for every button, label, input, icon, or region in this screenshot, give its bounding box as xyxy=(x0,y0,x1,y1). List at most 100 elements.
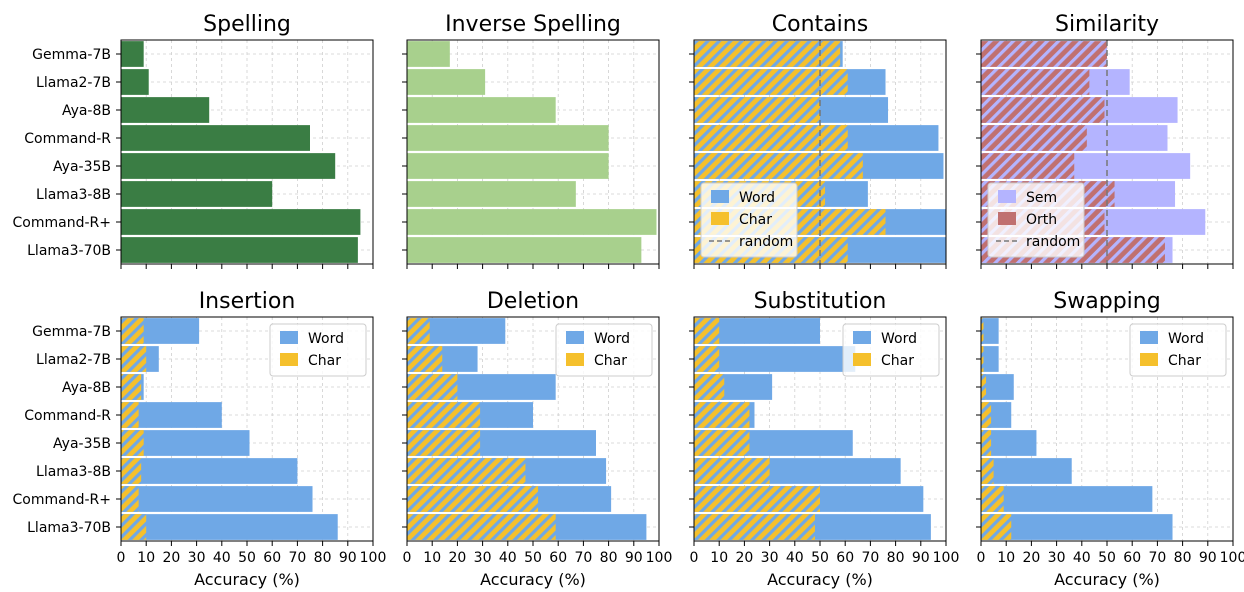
panel-insertion-ylabel-llama2-7b: Llama2-7B xyxy=(36,352,111,368)
panel-insertion-char-bar-command-r xyxy=(121,486,139,512)
panel-swapping-xtick-label-7: 70 xyxy=(1148,550,1166,566)
panel-insertion-xlabel: Accuracy (%) xyxy=(194,570,300,589)
panel-spelling-ylabel-llama2-7b: Llama2-7B xyxy=(36,75,111,91)
panel-deletion-xtick-label-2: 20 xyxy=(448,550,466,566)
panel-insertion-xtick-label-7: 70 xyxy=(288,550,306,566)
panel-deletion-char-bar-gemma-7b xyxy=(407,318,430,344)
panel-spelling-title: Spelling xyxy=(203,12,291,37)
panel-similarity-orth-bar-gemma-7b xyxy=(981,41,1107,67)
panel-contains-legend: Word Char random xyxy=(700,182,798,258)
panel-deletion-char-bar-llama2-7b xyxy=(407,346,443,372)
panel-substitution-char-bar-gemma-7b xyxy=(694,318,720,344)
panel-swapping-legend: Word Char xyxy=(1129,323,1227,377)
panel-spelling-ylabel-aya-8b: Aya-8B xyxy=(62,103,111,119)
panel-spelling-bar-gemma-7b xyxy=(121,41,144,67)
panel-deletion-xtick-label-4: 40 xyxy=(499,550,517,566)
panel-insertion-ylabel-llama3-8b: Llama3-8B xyxy=(36,464,111,480)
panel-substitution-xtick-label-9: 90 xyxy=(912,550,930,566)
panel-deletion-xtick-label-9: 90 xyxy=(625,550,643,566)
panel-deletion-title: Deletion xyxy=(487,289,579,314)
panel-insertion-xtick-label-6: 60 xyxy=(263,550,281,566)
panel-deletion-char-bar-llama3-70b xyxy=(407,514,556,540)
panel-spelling-ylabel-llama3-70b: Llama3-70B xyxy=(27,243,111,259)
panel-insertion-ylabel-aya-8b: Aya-8B xyxy=(62,380,111,396)
panel-similarity-legend: Sem Orth random xyxy=(987,182,1085,258)
panel-deletion-xtick-label-3: 30 xyxy=(474,550,492,566)
panel-deletion-char-bar-command-r xyxy=(407,486,539,512)
panel-similarity: Similarity Sem Orth random xyxy=(976,12,1234,269)
panel-substitution-xtick-label-8: 80 xyxy=(887,550,905,566)
panel-swapping-xtick-label-5: 50 xyxy=(1098,550,1116,566)
panel-deletion-xtick-label-7: 70 xyxy=(574,550,592,566)
panel-spelling-bar-llama2-7b xyxy=(121,69,149,95)
panel-swapping-char-bar-llama3-70b xyxy=(981,514,1012,540)
panel-substitution-xlabel: Accuracy (%) xyxy=(767,570,873,589)
panel-deletion-char-bar-aya-8b xyxy=(407,374,458,400)
panel-substitution-xtick-label-5: 50 xyxy=(811,550,829,566)
panel-insertion-char-bar-llama2-7b xyxy=(121,346,147,372)
panel-swapping-word-bar-command-r xyxy=(981,486,1153,512)
panel-swapping-legend-swatch-char xyxy=(1140,353,1158,366)
panel-contains-legend-label-char: Char xyxy=(739,212,772,228)
panel-inverse-spelling: Inverse Spelling xyxy=(402,12,660,269)
panel-substitution-char-bar-aya-35b xyxy=(694,430,750,456)
panel-insertion-char-bar-llama3-8b xyxy=(121,458,142,484)
panel-swapping-char-bar-command-r xyxy=(981,402,992,428)
panel-swapping-char-bar-llama3-8b xyxy=(981,458,994,484)
panel-substitution-xtick-label-7: 70 xyxy=(861,550,879,566)
panel-swapping-word-bar-llama2-7b xyxy=(981,346,999,372)
panel-insertion-legend-swatch-word xyxy=(280,331,298,344)
panel-swapping-xtick-label-6: 60 xyxy=(1123,550,1141,566)
panel-insertion-legend: Word Char xyxy=(269,323,367,377)
panel-inverse-spelling-bar-gemma-7b xyxy=(407,41,450,67)
panel-swapping-legend-label-word: Word xyxy=(1168,331,1204,347)
panel-substitution: 0 10 20 30 40 50 60 70 80 90 100 Substitution Accura… xyxy=(689,289,959,589)
panel-spelling-bar-llama3-8b xyxy=(121,181,273,207)
panel-substitution-char-bar-aya-8b xyxy=(694,374,725,400)
panel-swapping-char-bar-aya-35b xyxy=(981,430,992,456)
panel-substitution-legend-label-char: Char xyxy=(881,353,914,369)
panel-spelling-ylabel-command-r: Command-R xyxy=(24,131,111,147)
panel-swapping-legend-label-char: Char xyxy=(1168,353,1201,369)
panel-insertion-legend-label-word: Word xyxy=(308,331,344,347)
panel-swapping-xtick-label-8: 80 xyxy=(1174,550,1192,566)
panel-substitution-title: Substitution xyxy=(754,289,887,314)
panel-substitution-xtick-label-3: 30 xyxy=(761,550,779,566)
panel-similarity-orth-bar-command-r xyxy=(981,125,1087,151)
panel-swapping-word-bar-llama3-70b xyxy=(981,514,1173,540)
panel-deletion-char-bar-command-r xyxy=(407,402,481,428)
panel-inverse-spelling-bar-aya-8b xyxy=(407,97,556,123)
panel-spelling-ylabel-gemma-7b: Gemma-7B xyxy=(32,47,111,63)
panel-contains-title: Contains xyxy=(772,12,868,37)
panel-spelling-bar-aya-8b xyxy=(121,97,210,123)
panel-substitution-char-bar-llama3-70b xyxy=(694,514,815,540)
panel-spelling-ylabel-llama3-8b: Llama3-8B xyxy=(36,187,111,203)
panel-spelling-bar-llama3-70b xyxy=(121,237,358,263)
panel-insertion-legend-label-char: Char xyxy=(308,353,341,369)
panel-swapping-legend-swatch-word xyxy=(1140,331,1158,344)
panel-substitution-xtick-label-1: 10 xyxy=(710,550,728,566)
panel-deletion-xtick-label-0: 0 xyxy=(403,550,412,566)
panel-deletion-legend-label-char: Char xyxy=(594,353,627,369)
panel-substitution-legend-label-word: Word xyxy=(881,331,917,347)
panel-inverse-spelling-bar-llama3-8b xyxy=(407,181,576,207)
panel-swapping-xlabel: Accuracy (%) xyxy=(1054,570,1160,589)
panel-deletion-legend: Word Char xyxy=(555,323,653,377)
panel-insertion-word-bar-llama3-70b xyxy=(121,514,338,540)
panel-swapping-char-bar-gemma-7b xyxy=(981,318,984,344)
panel-spelling-bar-command-r xyxy=(121,209,361,235)
panel-similarity-legend-swatch-sem xyxy=(998,190,1016,203)
panel-swapping-xtick-label-0: 0 xyxy=(977,550,986,566)
panel-substitution-xtick-label-6: 60 xyxy=(836,550,854,566)
panel-deletion-xtick-label-10: 100 xyxy=(646,550,673,566)
panel-contains-char-bar-aya-8b xyxy=(694,97,820,123)
panel-insertion-xtick-label-9: 90 xyxy=(339,550,357,566)
panel-contains-char-bar-aya-35b xyxy=(694,153,863,179)
panel-swapping-title: Swapping xyxy=(1053,289,1160,314)
panel-substitution-legend-swatch-word xyxy=(853,331,871,344)
panel-swapping-char-bar-aya-8b xyxy=(981,374,987,400)
panel-insertion-ylabel-command-r: Command-R xyxy=(24,408,111,424)
panel-similarity-legend-label-sem: Sem xyxy=(1026,190,1057,206)
panel-insertion-word-bar-llama3-8b xyxy=(121,458,298,484)
